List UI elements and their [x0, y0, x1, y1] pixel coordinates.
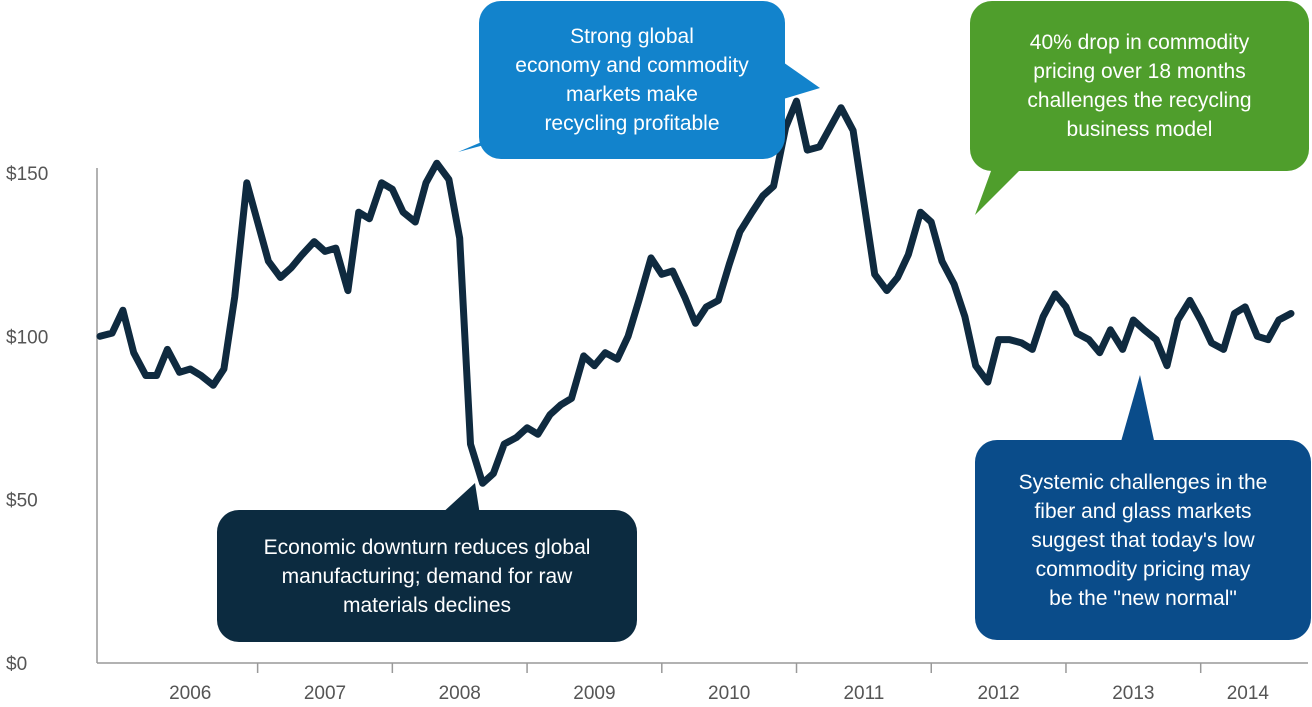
callout-boom: Strong global economy and commodity mark…	[479, 1, 785, 159]
callout-downturn: Economic downturn reduces global manufac…	[217, 510, 637, 642]
x-tick-label: 2006	[169, 683, 211, 704]
x-tick-label: 2009	[573, 683, 615, 704]
y-tick-label: $0	[6, 654, 27, 675]
x-tick-labels: 2006 2007 2008 2009 2010 2011 2012 2013 2014	[169, 663, 1269, 704]
callout-tail-boom-right	[780, 60, 820, 100]
axes	[96, 168, 1308, 664]
x-tick-label: 2010	[708, 683, 750, 704]
y-tick-label: $150	[6, 164, 48, 185]
y-tick-label: $100	[6, 327, 48, 348]
x-tick-label: 2011	[843, 683, 884, 704]
x-tick-label: 2012	[977, 683, 1019, 704]
callout-systemic: Systemic challenges in the fiber and gla…	[975, 440, 1311, 640]
callout-tail-downturn	[440, 483, 480, 515]
callout-tail-drop	[975, 160, 1030, 215]
x-tick-label: 2008	[439, 683, 481, 704]
x-tick-label: 2013	[1112, 683, 1154, 704]
callout-drop: 40% drop in commodity pricing over 18 mo…	[970, 1, 1309, 171]
callout-tail-systemic	[1120, 375, 1155, 445]
y-tick-label: $50	[6, 491, 38, 512]
y-tick-labels: $0 $50 $100 $150	[6, 164, 48, 675]
data-points	[99, 101, 1292, 484]
x-tick-label: 2014	[1227, 683, 1270, 704]
x-tick-label: 2007	[304, 683, 346, 704]
